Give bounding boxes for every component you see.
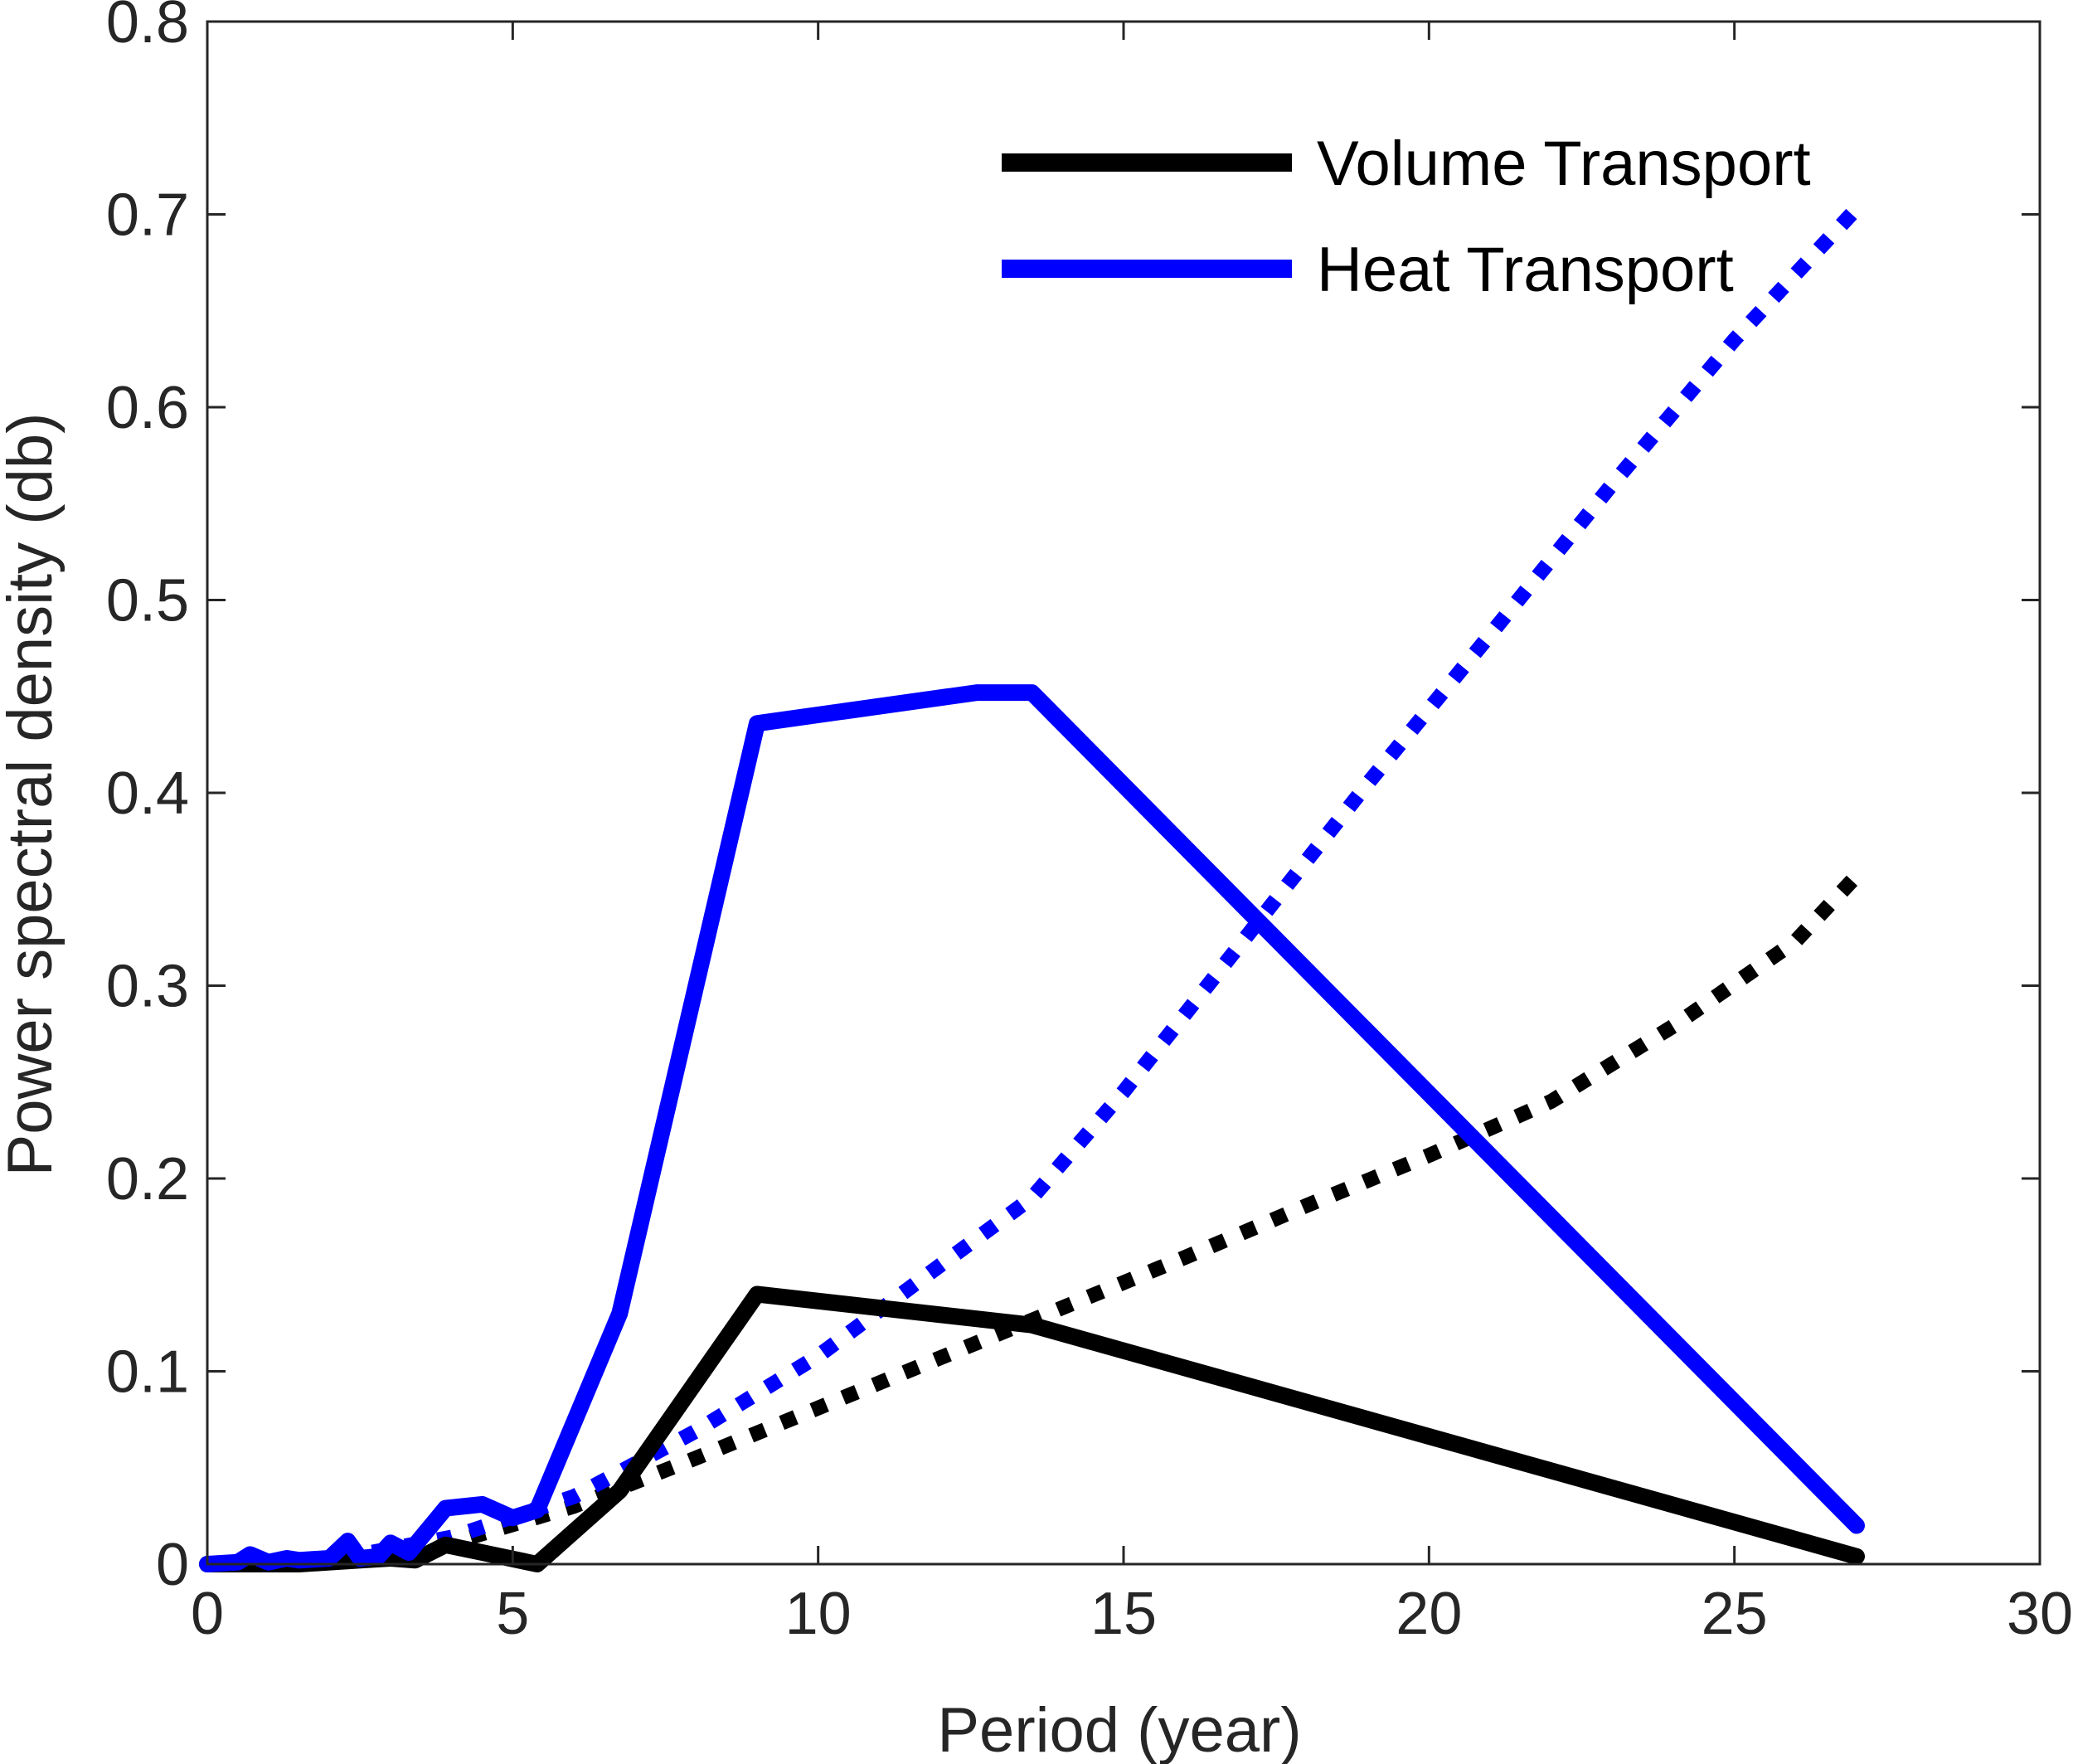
y-tick-labels: 0 0.1 0.2 0.3 0.4 0.5 0.6 0.7 0.8 (106, 0, 189, 1598)
legend: Volume Transport Heat Transport (1002, 129, 1811, 305)
x-tick-label: 15 (1090, 1581, 1157, 1647)
y-tick-label: 0 (156, 1532, 189, 1598)
legend-label-heat-transport: Heat Transport (1317, 235, 1734, 305)
y-tick-label: 0.2 (106, 1146, 189, 1212)
x-tick-labels: 0 5 10 15 20 25 30 (191, 1581, 2073, 1647)
y-tick-label: 0.7 (106, 182, 189, 249)
y-axis-title: Power spectral density (db) (0, 413, 66, 1177)
x-tick-label: 30 (2007, 1581, 2073, 1647)
ticks-layer (206, 20, 2041, 1566)
y-tick-label: 0.3 (106, 954, 189, 1020)
y-tick-label: 0.5 (106, 568, 189, 634)
y-tick-label: 0.8 (106, 0, 189, 56)
x-axis-title: Period (year) (937, 1695, 1301, 1764)
legend-label-volume-transport: Volume Transport (1317, 129, 1811, 199)
x-tick-label: 25 (1702, 1581, 1768, 1647)
series-line-heat-transport (199, 684, 1865, 1572)
x-tick-label: 5 (496, 1581, 529, 1647)
x-tick-label: 10 (785, 1581, 852, 1647)
y-tick-label: 0.4 (106, 761, 189, 827)
x-tick-label: 20 (1396, 1581, 1462, 1647)
y-tick-label: 0.1 (106, 1339, 189, 1406)
x-tick-label: 0 (191, 1581, 224, 1647)
series-line-volume-transport-dotted (206, 870, 1862, 1572)
y-tick-label: 0.6 (106, 375, 189, 441)
